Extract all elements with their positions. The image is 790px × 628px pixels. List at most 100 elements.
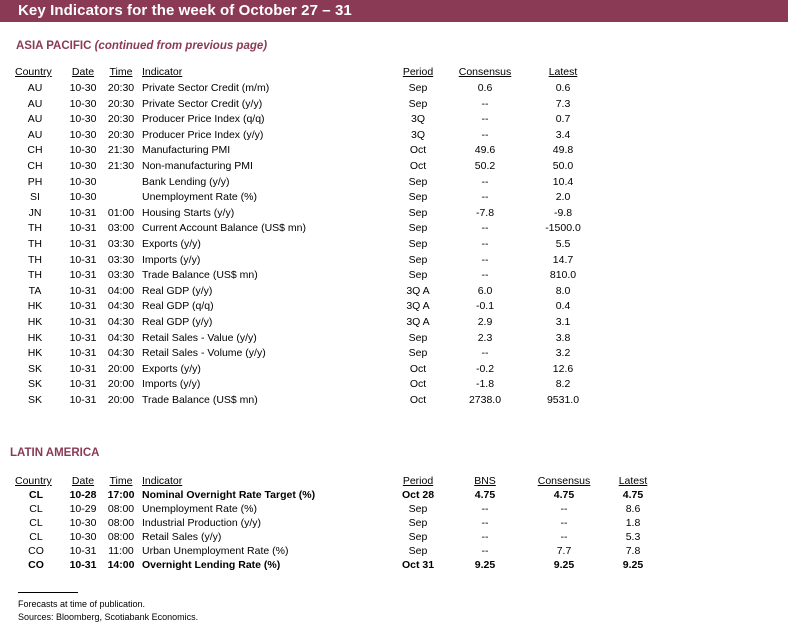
cell-time: 20:00	[107, 394, 135, 406]
cell-date: 10-31	[69, 394, 97, 406]
cell-period: Oct 28	[401, 489, 435, 501]
cell-latest: 4.75	[622, 489, 644, 501]
cell-indicator: Retail Sales - Value (y/y)	[142, 331, 257, 344]
cell-time: 04:30	[107, 331, 135, 344]
cell-country: TA	[28, 284, 42, 297]
column-header-country: Country	[15, 66, 52, 78]
cell-time: 20:30	[107, 82, 135, 94]
cell-country: CO	[28, 558, 44, 571]
cell-period: Sep	[408, 347, 428, 360]
cell-latest: 14.7	[552, 253, 574, 266]
cell-country: HK	[27, 347, 43, 360]
cell-consensus: -1.8	[475, 378, 495, 391]
cell-period: Oct	[409, 378, 427, 391]
cell-country: CL	[29, 516, 43, 529]
cell-consensus: --	[481, 128, 489, 141]
cell-consensus: -7.8	[475, 206, 495, 219]
cell-period: Oct 31	[401, 558, 435, 571]
cell-latest: 3.8	[555, 331, 571, 344]
cell-date: 10-30	[69, 97, 97, 110]
cell-time: 21:30	[107, 144, 135, 157]
cell-date: 10-31	[69, 206, 97, 219]
cell-indicator: Imports (y/y)	[142, 253, 201, 266]
cell-consensus: --	[560, 530, 568, 543]
cell-bns: --	[481, 502, 489, 515]
cell-consensus: --	[481, 175, 489, 188]
cell-indicator: Urban Unemployment Rate (%)	[142, 544, 289, 557]
cell-country: JN	[28, 206, 42, 219]
cell-indicator: Non-manufacturing PMI	[142, 160, 253, 172]
cell-time: 11:00	[108, 544, 134, 557]
cell-time: 03:30	[107, 269, 135, 282]
cell-indicator: Overnight Lending Rate (%)	[142, 558, 281, 571]
cell-period: Sep	[408, 206, 428, 219]
cell-indicator: Exports (y/y)	[142, 238, 201, 250]
cell-period: Sep	[408, 516, 428, 529]
asia-subtitle: (continued from previous page)	[94, 40, 268, 52]
column-header-time: Time	[109, 66, 133, 78]
cell-indicator: Real GDP (q/q)	[142, 300, 214, 313]
cell-latest: 9.25	[622, 558, 644, 571]
cell-period: 3Q A	[406, 316, 430, 328]
page-title: Key Indicators for the week of October 2…	[18, 2, 352, 19]
cell-time: 01:00	[107, 206, 135, 219]
cell-date: 10-31	[69, 378, 97, 391]
cell-period: Sep	[408, 502, 428, 515]
cell-latest: 5.3	[625, 530, 641, 543]
cell-date: 10-30	[69, 144, 97, 157]
cell-period: Sep	[408, 238, 428, 250]
cell-indicator: Unemployment Rate (%)	[142, 191, 257, 204]
cell-latest: 8.6	[625, 502, 641, 515]
cell-time: 08:00	[107, 502, 135, 515]
cell-date: 10-31	[69, 362, 97, 375]
cell-latest: 8.0	[555, 284, 571, 297]
cell-consensus: 50.2	[474, 160, 496, 172]
column-header-country: Country	[15, 475, 52, 487]
cell-country: PH	[27, 175, 43, 188]
cell-indicator: Retail Sales - Volume (y/y)	[142, 347, 266, 360]
column-header-indicator: Indicator	[142, 475, 183, 487]
cell-time: 08:00	[107, 530, 135, 543]
cell-consensus: --	[481, 191, 489, 204]
asia-section-title: ASIA PACIFIC (continued from previous pa…	[16, 40, 267, 52]
cell-latest: 2.0	[555, 191, 571, 204]
cell-bns: --	[481, 530, 489, 543]
cell-indicator: Real GDP (y/y)	[142, 316, 213, 328]
cell-period: Sep	[408, 530, 428, 543]
cell-bns: --	[481, 516, 489, 529]
cell-date: 10-31	[69, 558, 97, 571]
cell-latest: 1.8	[625, 516, 641, 529]
cell-date: 10-29	[69, 502, 97, 515]
cell-consensus: --	[560, 502, 568, 515]
cell-country: CL	[29, 489, 43, 501]
cell-indicator: Nominal Overnight Rate Target (%)	[142, 489, 316, 501]
cell-indicator: Unemployment Rate (%)	[142, 502, 257, 515]
cell-latest: 810.0	[549, 269, 577, 282]
cell-indicator: Trade Balance (US$ mn)	[142, 269, 258, 282]
cell-date: 10-30	[69, 516, 97, 529]
cell-date: 10-31	[69, 222, 97, 235]
column-header-time: Time	[109, 475, 133, 487]
cell-consensus: --	[481, 97, 489, 110]
cell-country: CL	[29, 502, 43, 515]
cell-period: 3Q A	[406, 284, 430, 297]
cell-country: SK	[27, 394, 43, 406]
cell-time: 21:30	[107, 160, 135, 172]
cell-country: TH	[28, 253, 42, 266]
cell-period: Sep	[408, 82, 428, 94]
cell-time: 04:30	[107, 300, 135, 313]
cell-time: 08:00	[107, 516, 135, 529]
cell-date: 10-30	[69, 530, 97, 543]
cell-consensus: 4.75	[553, 489, 575, 501]
cell-bns: --	[481, 544, 489, 557]
cell-date: 10-31	[69, 300, 97, 313]
cell-latest: 3.1	[555, 316, 571, 328]
cell-country: AU	[27, 113, 43, 126]
cell-indicator: Exports (y/y)	[142, 362, 201, 375]
cell-date: 10-30	[69, 82, 97, 94]
column-header-period: Period	[402, 66, 434, 78]
cell-date: 10-31	[69, 316, 97, 328]
cell-latest: -1500.0	[545, 222, 581, 235]
cell-period: Sep	[408, 331, 428, 344]
cell-latest: 7.3	[555, 97, 571, 110]
